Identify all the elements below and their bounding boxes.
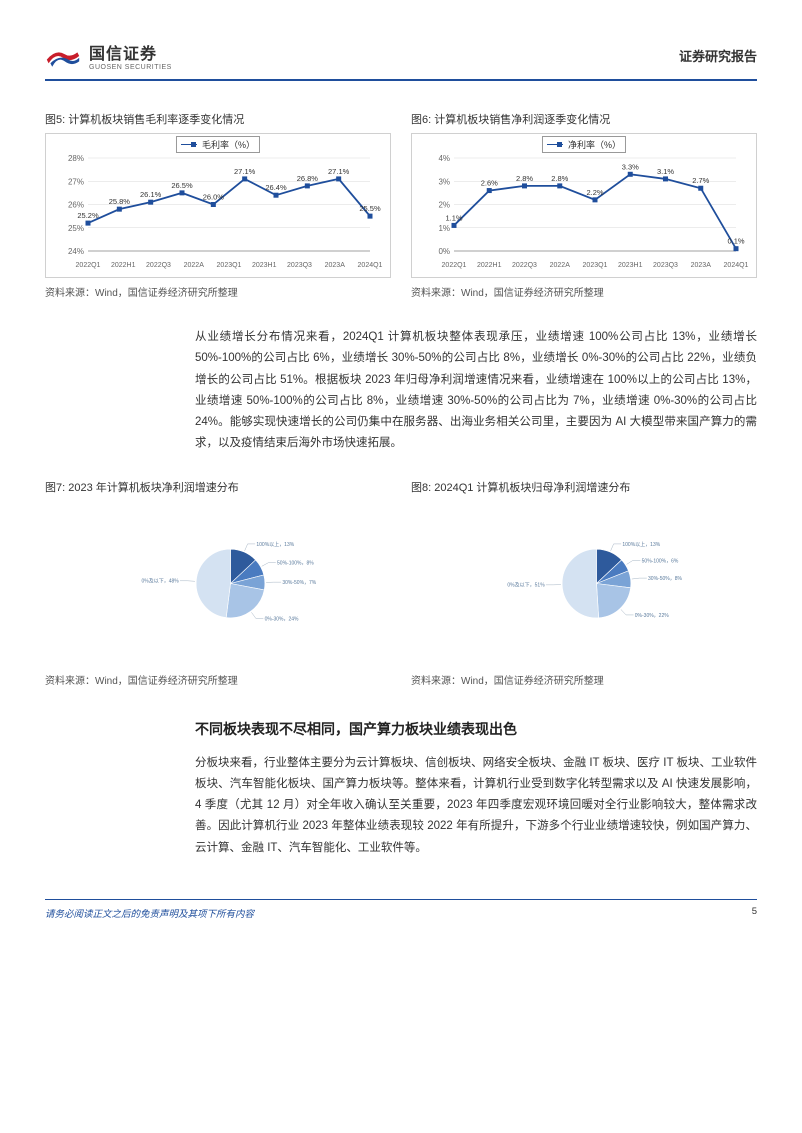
chart6-box: 净利率（%） 0% 1% 2% 3% 4% 2022Q1 2022H1 2022Q3 2022A… xyxy=(411,133,757,278)
page: 国信证券 GUOSEN SECURITIES 证券研究报告 图5: 计算机板块销… xyxy=(0,0,802,950)
chart6-title: 图6: 计算机板块销售净利润逐季变化情况 xyxy=(411,111,757,127)
svg-text:25.8%: 25.8% xyxy=(109,197,131,206)
chart8-box: 100%以上，13% 50%-100%，6% 30%-50%，8% 0%-30%，22… xyxy=(411,501,757,666)
chart7-box: 100%以上，13% 50%-100%，8% 30%-50%，7% 0%-30%，24… xyxy=(45,501,391,666)
svg-text:2023H1: 2023H1 xyxy=(618,262,643,269)
svg-text:0%-30%，24%: 0%-30%，24% xyxy=(265,616,299,622)
svg-text:0.1%: 0.1% xyxy=(727,237,744,246)
page-number: 5 xyxy=(752,906,757,920)
svg-text:24%: 24% xyxy=(68,247,84,256)
svg-text:2023Q3: 2023Q3 xyxy=(653,262,678,269)
svg-text:2022H1: 2022H1 xyxy=(111,262,136,269)
chart5-source: 资料来源：Wind，国信证券经济研究所整理 xyxy=(45,284,391,299)
svg-text:2024Q1: 2024Q1 xyxy=(724,262,749,269)
chart7-source: 资料来源：Wind，国信证券经济研究所整理 xyxy=(45,672,391,687)
chart6-col: 图6: 计算机板块销售净利润逐季变化情况 净利率（%） 0% 1% 2% 3% 4% 20… xyxy=(411,111,757,299)
svg-text:26.0%: 26.0% xyxy=(203,193,225,202)
svg-text:3.3%: 3.3% xyxy=(622,162,639,171)
svg-text:2.7%: 2.7% xyxy=(692,176,709,185)
svg-text:2.8%: 2.8% xyxy=(551,174,568,183)
svg-text:2022Q1: 2022Q1 xyxy=(442,262,467,269)
svg-text:100%以上，13%: 100%以上，13% xyxy=(256,540,294,547)
svg-text:50%-100%，6%: 50%-100%，6% xyxy=(642,558,679,564)
svg-text:0%: 0% xyxy=(438,247,450,256)
chart5-svg: 24% 25% 26% 27% 28% 2022Q1 2022H1 2022Q3 2022A 20… xyxy=(50,138,386,273)
svg-text:30%-50%，8%: 30%-50%，8% xyxy=(648,576,682,582)
charts-row-2: 图7: 2023 年计算机板块净利润增速分布 100%以上，13% 50%-100… xyxy=(45,479,757,687)
svg-text:4%: 4% xyxy=(438,154,450,163)
svg-text:3.1%: 3.1% xyxy=(657,167,674,176)
svg-text:2024Q1: 2024Q1 xyxy=(358,262,383,269)
svg-text:26.5%: 26.5% xyxy=(171,181,193,190)
svg-text:2023A: 2023A xyxy=(691,262,712,269)
chart6-svg: 0% 1% 2% 3% 4% 2022Q1 2022H1 2022Q3 2022A 2023Q1 2… xyxy=(416,138,752,273)
chart8-title: 图8: 2024Q1 计算机板块归母净利润增速分布 xyxy=(411,479,757,495)
svg-text:25%: 25% xyxy=(68,224,84,233)
chart7-svg: 100%以上，13% 50%-100%，8% 30%-50%，7% 0%-30%，24… xyxy=(118,501,318,666)
svg-text:2022A: 2022A xyxy=(550,262,571,269)
page-header: 国信证券 GUOSEN SECURITIES 证券研究报告 xyxy=(45,40,757,81)
svg-text:25.5%: 25.5% xyxy=(359,204,381,213)
chart6-source: 资料来源：Wind，国信证券经济研究所整理 xyxy=(411,284,757,299)
chart6-legend-label: 净利率（%） xyxy=(568,138,621,151)
logo-block: 国信证券 GUOSEN SECURITIES xyxy=(45,40,172,71)
chart5-box: 毛利率（%） 24% 25% 26% 27% 28% 2022Q1 2022H1 2022Q3… xyxy=(45,133,391,278)
svg-text:2022A: 2022A xyxy=(184,262,205,269)
svg-text:2023A: 2023A xyxy=(325,262,346,269)
svg-text:26.1%: 26.1% xyxy=(140,190,162,199)
chart7-col: 图7: 2023 年计算机板块净利润增速分布 100%以上，13% 50%-100… xyxy=(45,479,391,687)
svg-text:2.2%: 2.2% xyxy=(586,188,603,197)
logo-icon xyxy=(45,43,81,69)
logo-text: 国信证券 GUOSEN SECURITIES xyxy=(89,40,172,71)
chart5-col: 图5: 计算机板块销售毛利率逐季变化情况 毛利率（%） 24% 25% 26% 27%… xyxy=(45,111,391,299)
section-heading: 不同板块表现不尽相同，国产算力板块业绩表现出色 xyxy=(195,719,757,739)
svg-text:26.8%: 26.8% xyxy=(297,174,319,183)
svg-text:25.2%: 25.2% xyxy=(77,211,99,220)
chart8-col: 图8: 2024Q1 计算机板块归母净利润增速分布 100%以上，13% 50%-… xyxy=(411,479,757,687)
svg-text:2023H1: 2023H1 xyxy=(252,262,277,269)
svg-text:2022Q3: 2022Q3 xyxy=(146,262,171,269)
chart8-svg: 100%以上，13% 50%-100%，6% 30%-50%，8% 0%-30%，22… xyxy=(484,501,684,666)
svg-text:1%: 1% xyxy=(438,224,450,233)
svg-text:2022Q1: 2022Q1 xyxy=(76,262,101,269)
svg-text:2.8%: 2.8% xyxy=(516,174,533,183)
svg-text:2.6%: 2.6% xyxy=(481,179,498,188)
svg-text:30%-50%，7%: 30%-50%，7% xyxy=(282,580,316,586)
chart6-legend: 净利率（%） xyxy=(542,136,626,153)
chart8-source: 资料来源：Wind，国信证券经济研究所整理 xyxy=(411,672,757,687)
chart7-title: 图7: 2023 年计算机板块净利润增速分布 xyxy=(45,479,391,495)
chart5-legend-label: 毛利率（%） xyxy=(202,138,255,151)
svg-text:0%及以下，48%: 0%及以下，48% xyxy=(141,578,179,584)
footer-disclaimer: 请务必阅读正文之后的免责声明及其项下所有内容 xyxy=(45,906,254,920)
svg-text:2022Q3: 2022Q3 xyxy=(512,262,537,269)
charts-row-1: 图5: 计算机板块销售毛利率逐季变化情况 毛利率（%） 24% 25% 26% 27%… xyxy=(45,111,757,299)
svg-text:2023Q1: 2023Q1 xyxy=(217,262,242,269)
svg-text:26%: 26% xyxy=(68,201,84,210)
header-report-type: 证券研究报告 xyxy=(679,46,757,65)
svg-text:26.4%: 26.4% xyxy=(265,183,287,192)
svg-text:27%: 27% xyxy=(68,177,84,186)
svg-text:28%: 28% xyxy=(68,154,84,163)
svg-text:2023Q3: 2023Q3 xyxy=(287,262,312,269)
logo-en: GUOSEN SECURITIES xyxy=(89,64,172,71)
paragraph-1: 从业绩增长分布情况来看，2024Q1 计算机板块整体表现承压，业绩增速 100%… xyxy=(195,327,757,455)
svg-text:2022H1: 2022H1 xyxy=(477,262,502,269)
svg-text:2023Q1: 2023Q1 xyxy=(583,262,608,269)
svg-text:27.1%: 27.1% xyxy=(328,167,350,176)
logo-cn: 国信证券 xyxy=(89,40,172,64)
svg-text:100%以上，13%: 100%以上，13% xyxy=(622,540,660,547)
svg-text:0%及以下，51%: 0%及以下，51% xyxy=(507,582,545,588)
svg-text:50%-100%，8%: 50%-100%，8% xyxy=(277,560,314,566)
svg-text:1.1%: 1.1% xyxy=(445,213,462,222)
page-footer: 请务必阅读正文之后的免责声明及其项下所有内容 5 xyxy=(45,899,757,920)
chart5-legend: 毛利率（%） xyxy=(176,136,260,153)
chart5-title: 图5: 计算机板块销售毛利率逐季变化情况 xyxy=(45,111,391,127)
svg-text:3%: 3% xyxy=(438,177,450,186)
paragraph-2: 分板块来看，行业整体主要分为云计算板块、信创板块、网络安全板块、金融 IT 板块… xyxy=(195,753,757,859)
svg-text:2%: 2% xyxy=(438,201,450,210)
svg-text:27.1%: 27.1% xyxy=(234,167,256,176)
svg-text:0%-30%，22%: 0%-30%，22% xyxy=(635,612,669,618)
